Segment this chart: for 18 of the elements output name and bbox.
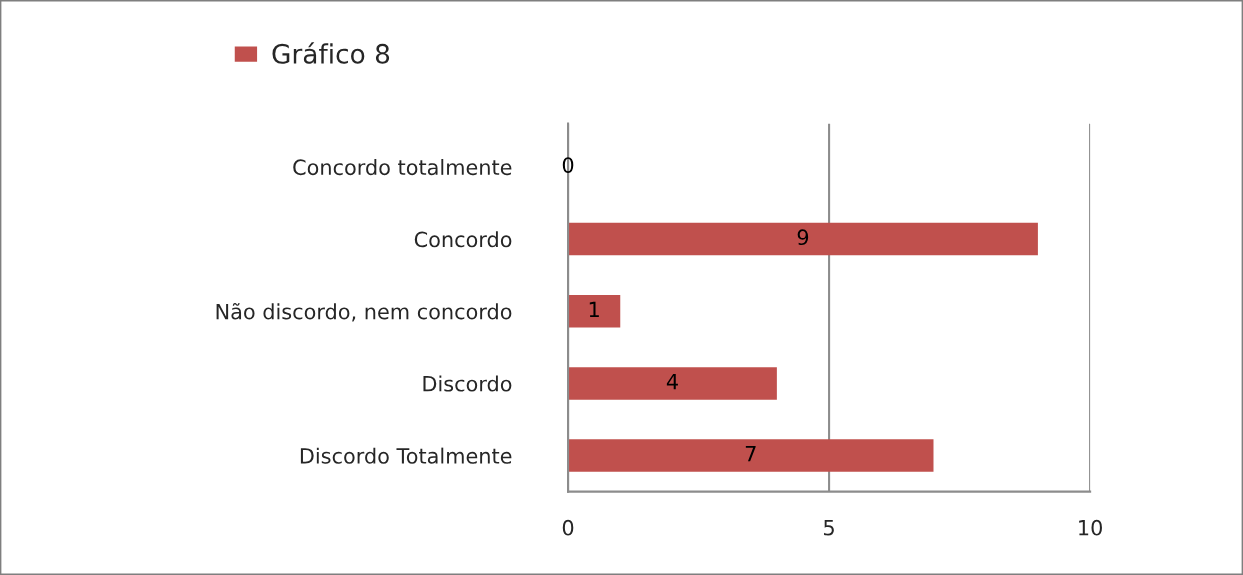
- data-label: 7: [745, 446, 756, 462]
- data-label: 9: [797, 229, 809, 246]
- x-tick-label: 0: [562, 519, 574, 536]
- y-tick-label: Concordo: [414, 231, 512, 248]
- bar: [568, 367, 777, 400]
- legend-label: Gráfico 8: [272, 42, 390, 64]
- data-label: 4: [666, 373, 678, 390]
- x-tick-label: 10: [1079, 519, 1102, 536]
- y-tick-label: Discordo Totalmente: [300, 447, 512, 464]
- bar: [568, 222, 1038, 256]
- y-tick-label: Concordo totalmente: [293, 159, 512, 176]
- x-tick-label: 5: [824, 520, 834, 536]
- y-tick-label: Discordo: [423, 375, 512, 392]
- bar: [568, 439, 934, 472]
- bar: [568, 295, 621, 328]
- data-label: 1: [589, 301, 599, 317]
- y-tick-label: Não discordo, nem concordo: [216, 302, 512, 322]
- data-label: 0: [562, 157, 574, 173]
